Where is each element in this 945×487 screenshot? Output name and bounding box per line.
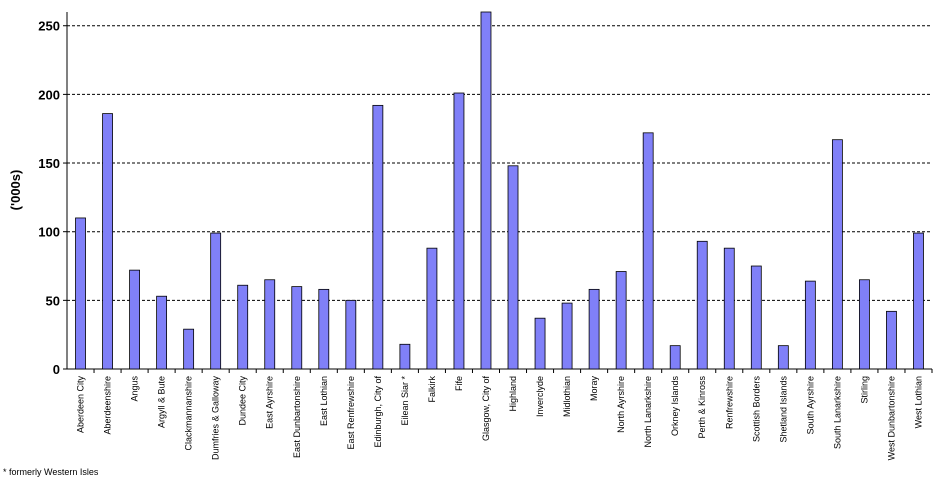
x-tick-label: Edinburgh, City of — [373, 376, 383, 448]
bar — [75, 217, 86, 370]
x-tick-label: West Dunbartonshire — [886, 376, 896, 460]
x-tick-label: Glasgow, City of — [481, 376, 491, 442]
y-axis-label: ('000s) — [8, 170, 23, 211]
y-tick-label: 150 — [38, 156, 60, 171]
x-tick-label: Fife — [454, 376, 464, 391]
bar — [129, 269, 140, 370]
x-tick-label: East Dunbartonshire — [292, 376, 302, 458]
bar — [831, 139, 843, 370]
bar — [210, 232, 222, 370]
bar — [723, 247, 735, 370]
bar — [318, 288, 330, 370]
x-tick-label: Aberdeen City — [76, 376, 86, 434]
bar — [750, 265, 762, 370]
x-tick-label: Orkney Islands — [670, 376, 680, 437]
y-tick-label: 200 — [38, 87, 60, 102]
x-tick-label: East Lothian — [319, 376, 329, 426]
x-tick-label: Aberdeenshire — [103, 376, 113, 435]
bar — [237, 284, 249, 370]
bar — [507, 165, 519, 370]
x-tick-label: Falkirk — [427, 376, 437, 403]
x-tick-label: North Lanarkshire — [643, 376, 653, 448]
x-tick-label: Eilean Siar * — [400, 376, 410, 426]
x-tick-label: Scottish Borders — [751, 376, 761, 443]
x-tick-label: East Renfrewshire — [346, 376, 356, 450]
x-tick-label: Perth & Kinross — [697, 376, 707, 439]
y-tick-label: 50 — [46, 293, 60, 308]
x-tick-label: Shetland Islands — [778, 376, 788, 443]
x-tick-label: West Lothian — [913, 376, 923, 428]
x-tick-label: South Ayrshire — [805, 376, 815, 434]
bar — [399, 343, 411, 370]
x-tick-label: Midlothian — [562, 376, 572, 417]
bar — [453, 92, 465, 370]
bar — [777, 345, 789, 370]
bar — [804, 280, 816, 370]
gridlines — [67, 25, 932, 301]
y-tick-label: 100 — [38, 225, 60, 240]
x-tick-label: Renfrewshire — [724, 376, 734, 429]
x-tick-label: South Lanarkshire — [832, 376, 842, 449]
x-tick-label: Highland — [508, 376, 518, 412]
bar — [264, 279, 276, 370]
x-tick-label: Dundee City — [238, 376, 248, 426]
x-tick-label: Moray — [589, 376, 599, 402]
y-ticks: 0 50 100 150 200 250 — [38, 19, 67, 377]
bar — [183, 328, 195, 370]
x-tick-label: Argyll & Bute — [157, 376, 167, 428]
bar — [372, 104, 384, 370]
bar — [561, 302, 573, 370]
x-ticks: Aberdeen City Aberdeenshire Angus Argyll & … — [76, 369, 933, 461]
bar — [534, 317, 546, 370]
bar — [669, 345, 681, 370]
bar — [480, 11, 492, 370]
bar — [859, 279, 870, 370]
x-tick-label: Stirling — [859, 376, 869, 404]
y-tick-label: 250 — [38, 19, 60, 34]
bars — [75, 11, 924, 370]
bar — [913, 232, 924, 370]
x-tick-label: Clackmannanshire — [184, 376, 194, 451]
bar — [291, 286, 303, 370]
bar — [156, 295, 168, 370]
x-tick-label: North Ayrshire — [616, 376, 626, 433]
bar — [588, 288, 600, 370]
y-tick-label: 0 — [53, 362, 60, 377]
footnote: * formerly Western Isles — [3, 467, 99, 477]
x-tick-label: Inverclyde — [535, 376, 545, 417]
bar — [642, 132, 654, 370]
bar — [426, 247, 438, 370]
x-tick-label: Angus — [130, 376, 140, 402]
bar — [345, 299, 357, 370]
bar — [615, 271, 627, 370]
bar — [886, 310, 897, 370]
x-tick-label: East Ayrshire — [265, 376, 275, 429]
x-tick-label: Dumfries & Galloway — [211, 376, 221, 461]
bar — [102, 113, 113, 370]
bar — [696, 240, 708, 370]
